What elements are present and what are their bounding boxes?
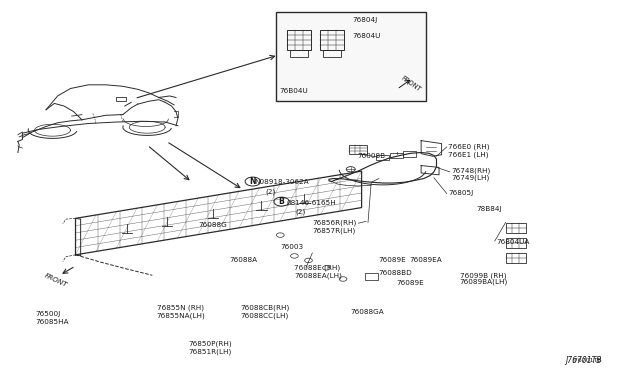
Text: 76088GA: 76088GA bbox=[351, 310, 385, 315]
Text: 76088CC(LH): 76088CC(LH) bbox=[240, 312, 288, 319]
Text: 76088E (RH): 76088E (RH) bbox=[294, 264, 340, 271]
Bar bbox=[403, 151, 416, 157]
Bar bbox=[320, 30, 344, 50]
Text: 08146-6165H: 08146-6165H bbox=[286, 200, 336, 206]
Text: 76099B (RH): 76099B (RH) bbox=[460, 272, 506, 279]
Text: 76088BD: 76088BD bbox=[379, 270, 413, 276]
Text: 76B04U: 76B04U bbox=[280, 88, 308, 94]
Text: 76855NA(LH): 76855NA(LH) bbox=[157, 312, 205, 319]
Text: J76701TB: J76701TB bbox=[572, 358, 602, 363]
Text: 76855N (RH): 76855N (RH) bbox=[157, 305, 204, 311]
Text: 76500J: 76500J bbox=[35, 311, 60, 317]
Bar bbox=[376, 155, 389, 160]
Bar bbox=[390, 153, 403, 158]
Bar bbox=[290, 50, 308, 57]
Text: 76749(LH): 76749(LH) bbox=[451, 174, 490, 181]
Text: 76088A: 76088A bbox=[229, 257, 257, 263]
Text: 76804J: 76804J bbox=[352, 17, 377, 23]
Text: B: B bbox=[279, 197, 284, 206]
Text: 76008B: 76008B bbox=[357, 153, 385, 159]
Bar bbox=[506, 238, 526, 248]
Text: N08918-3062A: N08918-3062A bbox=[255, 179, 310, 185]
Bar bbox=[116, 97, 126, 101]
Text: (2): (2) bbox=[266, 188, 276, 195]
Text: 76089BA(LH): 76089BA(LH) bbox=[460, 279, 508, 285]
Text: 76805J: 76805J bbox=[448, 190, 473, 196]
Text: 78B84J: 78B84J bbox=[477, 206, 502, 212]
Bar bbox=[323, 50, 341, 57]
Text: 76085HA: 76085HA bbox=[35, 319, 69, 325]
Text: 76089EA: 76089EA bbox=[410, 257, 442, 263]
Text: J76701TB: J76701TB bbox=[565, 356, 602, 365]
Text: 76089E: 76089E bbox=[379, 257, 406, 263]
Text: 76003: 76003 bbox=[280, 244, 303, 250]
Text: N: N bbox=[250, 177, 256, 186]
Bar bbox=[349, 145, 367, 154]
Text: 76804U: 76804U bbox=[352, 33, 380, 39]
Bar bbox=[365, 273, 378, 280]
Text: 76088CB(RH): 76088CB(RH) bbox=[240, 305, 289, 311]
Bar bbox=[276, 12, 426, 101]
Text: 76089E: 76089E bbox=[397, 280, 424, 286]
Text: 76748(RH): 76748(RH) bbox=[451, 168, 490, 174]
Text: 76856R(RH): 76856R(RH) bbox=[312, 220, 356, 227]
Text: 766E1 (LH): 766E1 (LH) bbox=[448, 151, 488, 158]
Text: 76804UA: 76804UA bbox=[496, 239, 529, 245]
Text: 76088G: 76088G bbox=[198, 222, 227, 228]
Text: 76088EA(LH): 76088EA(LH) bbox=[294, 272, 342, 279]
Bar bbox=[287, 30, 311, 50]
Bar bbox=[506, 253, 526, 263]
Text: 766E0 (RH): 766E0 (RH) bbox=[448, 144, 490, 150]
Text: 76857R(LH): 76857R(LH) bbox=[312, 227, 356, 234]
Text: FRONT: FRONT bbox=[44, 273, 68, 289]
Text: FRONT: FRONT bbox=[400, 75, 422, 93]
Text: 76850P(RH): 76850P(RH) bbox=[189, 341, 232, 347]
Text: 76851R(LH): 76851R(LH) bbox=[189, 348, 232, 355]
Text: (2): (2) bbox=[296, 208, 306, 215]
Bar bbox=[506, 223, 526, 233]
